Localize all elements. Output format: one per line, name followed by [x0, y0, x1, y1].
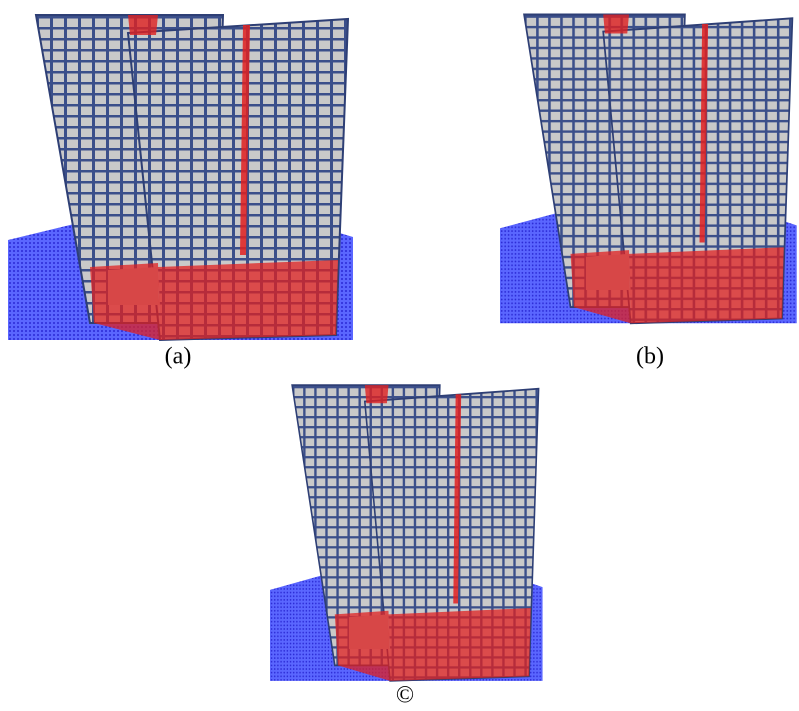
- building-render-c: [270, 385, 543, 681]
- page: (a) (b) © (() => { const data = JSON.par…: [0, 0, 799, 711]
- caption: ©: [396, 683, 414, 709]
- figure: (a) (b) ©: [0, 0, 799, 711]
- building-render-b: [500, 15, 797, 324]
- building-render-a: [8, 15, 353, 340]
- caption: (b): [636, 344, 664, 370]
- caption: (a): [165, 344, 192, 370]
